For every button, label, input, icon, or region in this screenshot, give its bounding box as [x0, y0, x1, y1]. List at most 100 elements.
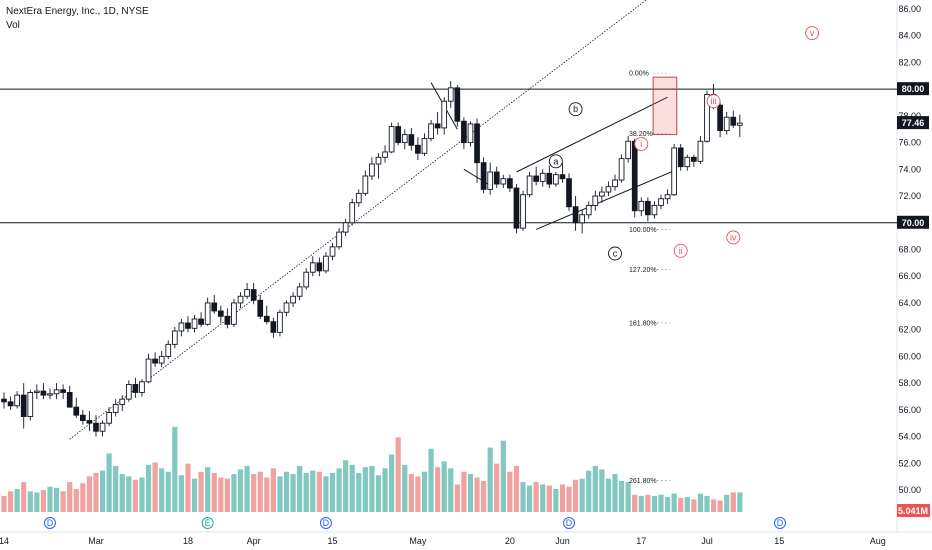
- candle-down: [480, 162, 487, 190]
- candle-up: [139, 381, 145, 393]
- volume-bar: [7, 491, 14, 512]
- candle-down: [546, 172, 553, 185]
- wave-label-c: c: [613, 249, 618, 259]
- candle-up: [723, 116, 730, 132]
- volume-bar: [198, 471, 204, 512]
- candle-down: [461, 120, 467, 144]
- candle-up: [553, 174, 559, 185]
- volume-bar: [218, 477, 224, 512]
- volume-bar: [717, 500, 723, 512]
- volume-bar: [592, 466, 598, 512]
- volume-bar: [533, 482, 539, 512]
- candle-up: [592, 195, 599, 206]
- volume-bar: [47, 486, 53, 512]
- wave-label-a-circle: [548, 154, 563, 169]
- volume-bar: [132, 479, 138, 512]
- price-tick-label: 62.00: [898, 325, 921, 335]
- volume-bar: [356, 472, 362, 512]
- price-tick-label: 82.00: [898, 57, 921, 67]
- volume-bar: [251, 474, 257, 512]
- volume-bar: [566, 486, 572, 512]
- price-tick-label: 52.00: [898, 458, 921, 468]
- volume-bar: [586, 470, 592, 512]
- volume-bar: [579, 478, 585, 512]
- volume-bar: [520, 482, 526, 512]
- event-marker-earnings: [201, 517, 214, 529]
- volume-bar: [277, 476, 283, 512]
- wave-label-v: v: [810, 28, 815, 38]
- volume-bar: [34, 492, 40, 512]
- candle-down: [211, 302, 218, 312]
- price-tick-label: 78.00: [898, 111, 921, 121]
- chart-title: NextEra Energy, Inc., 1D, NYSE: [6, 6, 149, 17]
- volume-bar: [513, 466, 520, 512]
- candle-down: [79, 414, 86, 421]
- volume-bar: [435, 467, 441, 512]
- candle-up: [237, 295, 244, 304]
- candle-up: [369, 163, 375, 177]
- candle-down: [316, 262, 323, 272]
- volume-bar: [428, 448, 434, 512]
- candle-down: [152, 358, 158, 364]
- date-tick-label: Jun: [555, 536, 570, 546]
- candle-down: [493, 171, 500, 185]
- candle-up: [704, 94, 710, 142]
- volume-bar: [507, 471, 513, 512]
- volume-bar: [93, 472, 99, 512]
- volume-badge-label: 5.041M: [898, 506, 928, 516]
- volume-bar: [191, 478, 198, 512]
- volume-bar: [704, 495, 710, 512]
- event-marker-label: D: [566, 518, 573, 528]
- volume-bar: [559, 484, 566, 512]
- volume-bar: [237, 469, 244, 512]
- candle-up: [34, 390, 40, 393]
- candle-down: [408, 134, 415, 146]
- candle-up: [14, 394, 20, 407]
- candle-down: [250, 289, 257, 301]
- fib-level-label: 38.20%: [629, 131, 653, 138]
- wave-label-iii: iii: [711, 96, 717, 106]
- volume-bar: [605, 478, 612, 512]
- candle-up: [204, 302, 211, 325]
- date-tick-label: 20: [505, 536, 515, 546]
- candle-down: [513, 187, 520, 229]
- volume-bar: [375, 475, 382, 512]
- candle-up: [27, 392, 34, 417]
- volume-bar: [645, 494, 651, 512]
- volume-bar: [737, 492, 743, 512]
- candle-down: [559, 174, 566, 180]
- volume-bar: [658, 494, 664, 512]
- volume-badge: [897, 504, 930, 517]
- candle-up: [158, 355, 165, 364]
- fib-level-label: 261.80%: [629, 478, 657, 485]
- candle-up: [53, 389, 60, 395]
- level-badge: [897, 215, 929, 229]
- candle-up: [401, 134, 408, 144]
- candle-down: [434, 123, 441, 129]
- volume-bar: [336, 468, 342, 512]
- volume-bar: [349, 464, 355, 512]
- volume-bar: [80, 483, 86, 512]
- candles-layer: [1, 81, 743, 437]
- volume-bar: [474, 477, 480, 512]
- volume-bar: [21, 482, 27, 512]
- volume-bar: [40, 490, 47, 512]
- volume-bar: [73, 489, 79, 512]
- volume-bar: [625, 482, 631, 512]
- event-marker-dividend: [319, 517, 332, 529]
- date-tick-label: Mar: [88, 536, 104, 546]
- price-tick-label: 76.00: [898, 138, 921, 148]
- volume-bar: [283, 471, 290, 512]
- volume-bar: [527, 485, 533, 512]
- price-tick-label: 74.00: [898, 164, 921, 174]
- last-price-badge: [897, 116, 929, 130]
- candle-up: [520, 194, 526, 229]
- price-axis: 86.00 84.00 82.00 80.00 78.00 76.00 74.00 72.00…: [897, 4, 930, 517]
- volume-bar: [178, 475, 184, 512]
- candle-up: [191, 318, 198, 329]
- volume-bar: [691, 499, 697, 512]
- candle-down: [415, 144, 421, 154]
- candle-up: [382, 151, 388, 158]
- candle-up: [605, 186, 612, 193]
